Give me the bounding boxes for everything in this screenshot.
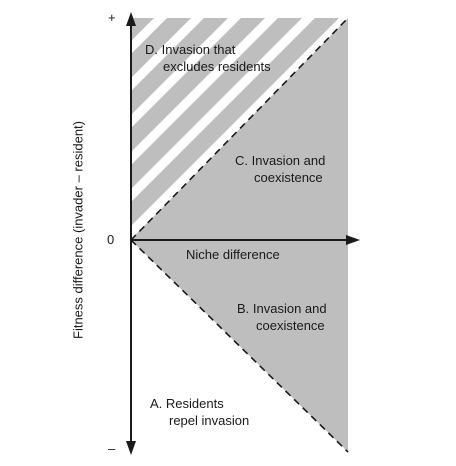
upper-boundary-dashed <box>130 17 349 241</box>
lower-boundary-dashed <box>130 239 349 453</box>
x-axis-arrow <box>346 235 360 245</box>
region-d-label-line1: D. Invasion that <box>145 42 236 57</box>
region-b-label-line1: B. Invasion and <box>237 301 327 316</box>
region-a-label-line1: A. Residents <box>150 396 224 411</box>
y-axis-arrow-up <box>126 12 136 26</box>
region-c-label-line1: C. Invasion and <box>235 153 326 168</box>
region-a-label-line2: repel invasion <box>169 413 250 428</box>
x-axis-label: Niche difference <box>186 247 280 262</box>
y-axis-arrow-down <box>126 441 136 455</box>
y-axis-label: Fitness difference (invader – resident) <box>70 121 86 339</box>
region-c-label-line2: coexistence <box>254 170 323 185</box>
region-b-label-line2: coexistence <box>256 318 325 333</box>
zero-tick: 0 <box>107 232 115 247</box>
region-d-label-line2: excludes residents <box>163 59 271 74</box>
plus-tick: + <box>108 10 116 25</box>
minus-tick: – <box>108 441 116 456</box>
